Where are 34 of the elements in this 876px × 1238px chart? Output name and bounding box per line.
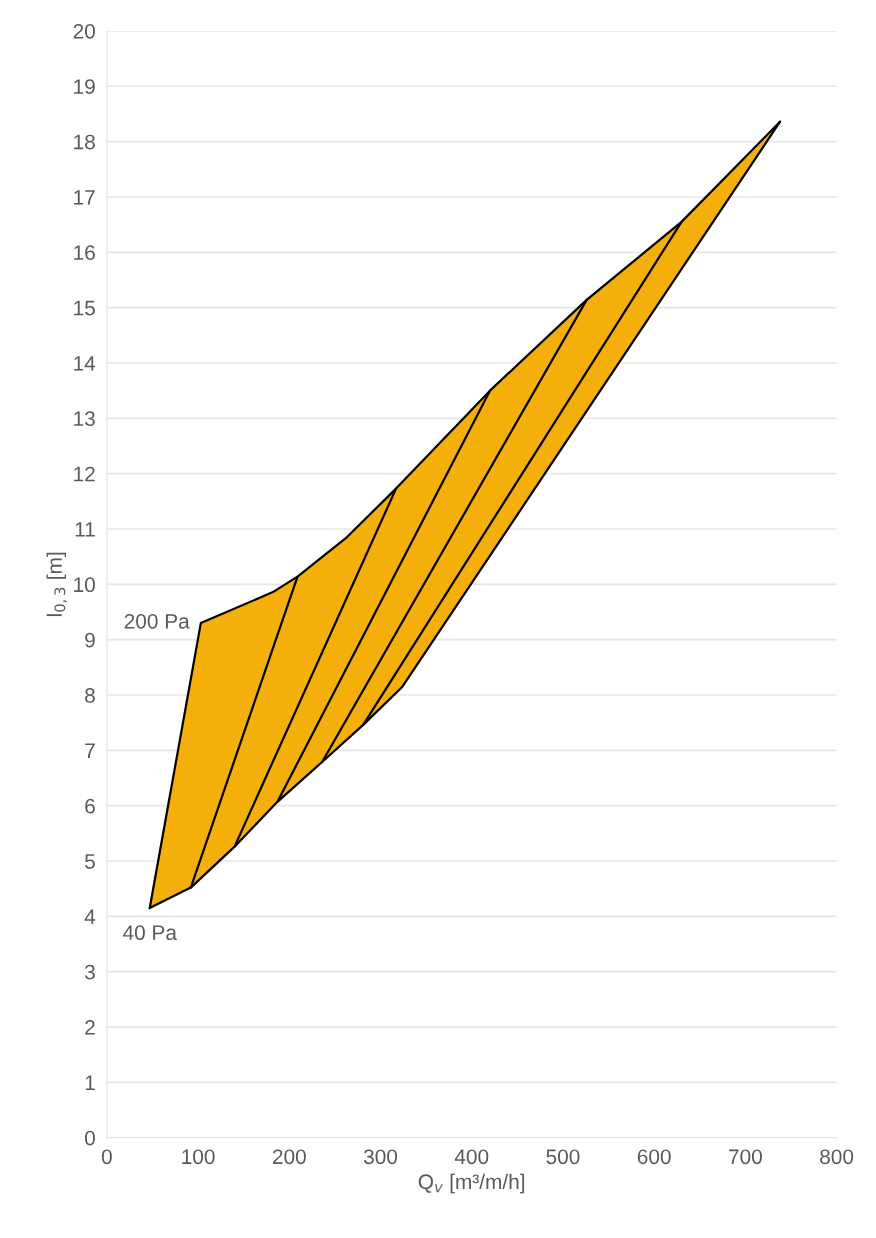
- y-tick-label: 10: [74, 577, 95, 593]
- x-tick-label: 700: [729, 1149, 762, 1165]
- y-tick-label: 8: [85, 688, 95, 703]
- y-tick-label: 1: [85, 1075, 95, 1090]
- y-tick-label: 0: [84, 1130, 95, 1146]
- y-axis-title: l$_{0,3}$ [m]: [46, 552, 67, 617]
- y-tick-label: 14: [74, 356, 96, 371]
- x-axis-title: Q$_{v}$ [m³/m/h]: [418, 1173, 525, 1194]
- y-tick-label: 6: [85, 798, 95, 814]
- y-tick-label: 15: [74, 300, 95, 316]
- x-tick-label: 0: [101, 1149, 112, 1165]
- y-tick-label: 4: [84, 909, 96, 924]
- x-tick-label: 800: [820, 1149, 854, 1165]
- y-tick-label: 11: [75, 522, 95, 537]
- y-tick-label: 3: [84, 964, 95, 980]
- y-tick-label: 5: [85, 854, 95, 869]
- x-tick-label: 200: [272, 1149, 306, 1165]
- y-tick-label: 7: [85, 743, 95, 758]
- y-tick-label: 12: [74, 466, 95, 482]
- x-tick-label: 500: [546, 1149, 580, 1165]
- y-tick-label: 13: [74, 411, 95, 427]
- x-tick-label: 600: [637, 1149, 671, 1165]
- annotation: 200 Pa: [124, 613, 190, 629]
- y-tick-label: 16: [74, 245, 95, 261]
- y-tick-label: 18: [74, 134, 95, 150]
- y-tick-label: 19: [74, 79, 95, 95]
- y-tick-label: 20: [73, 23, 95, 39]
- y-tick-label: 9: [85, 632, 95, 648]
- y-tick-label: 17: [74, 190, 95, 205]
- y-tick-label: 2: [85, 1020, 95, 1035]
- x-tick-label: 400: [454, 1149, 489, 1165]
- annotation: 40 Pa: [123, 925, 177, 941]
- x-tick-label: 300: [363, 1149, 398, 1165]
- x-tick-label: 100: [182, 1149, 215, 1165]
